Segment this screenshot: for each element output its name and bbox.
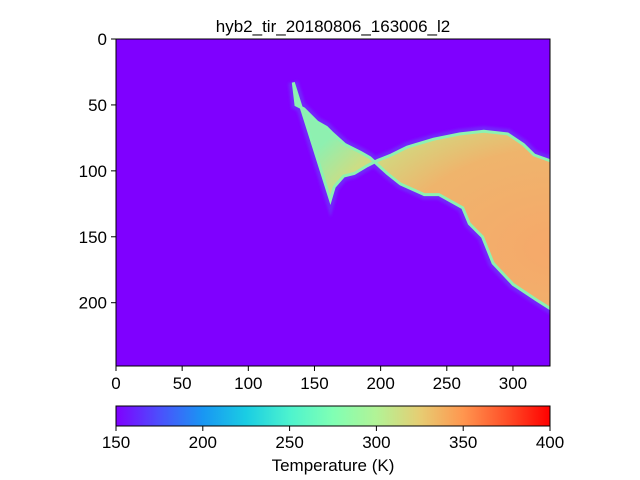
x-tick-label: 100 (234, 374, 262, 393)
x-axis: 0 50 100 150 200 250 300 (111, 366, 527, 393)
colorbar-label: Temperature (K) (272, 456, 395, 475)
colorbar-tick-label: 350 (449, 433, 477, 452)
x-tick-label: 200 (366, 374, 394, 393)
heatmap-image (116, 39, 550, 366)
colorbar-tick-label: 250 (275, 433, 303, 452)
asteroid-body (291, 82, 550, 311)
x-tick-label: 0 (111, 374, 120, 393)
y-tick-label: 50 (88, 96, 107, 115)
y-tick-label: 150 (79, 228, 107, 247)
colorbar-tick-label: 150 (102, 433, 130, 452)
x-tick-label: 250 (433, 374, 461, 393)
colorbar-ticks: 150 200 250 300 350 400 (102, 426, 564, 452)
chart-title: hyb2_tir_20180806_163006_l2 (216, 17, 450, 36)
x-tick-label: 300 (499, 374, 527, 393)
y-tick-label: 100 (79, 162, 107, 181)
y-axis: 0 50 100 150 200 (79, 30, 116, 313)
colorbar-tick-label: 200 (189, 433, 217, 452)
colorbar-gradient (115, 405, 551, 427)
colorbar-tick-label: 300 (362, 433, 390, 452)
plot-frame (115, 38, 551, 367)
colorbar: 150 200 250 300 350 400 Temperature (K) (102, 405, 564, 475)
colorbar-tick-label: 400 (536, 433, 564, 452)
x-tick-label: 50 (173, 374, 192, 393)
x-tick-label: 150 (300, 374, 328, 393)
y-tick-label: 0 (98, 30, 107, 49)
y-tick-label: 200 (79, 294, 107, 313)
